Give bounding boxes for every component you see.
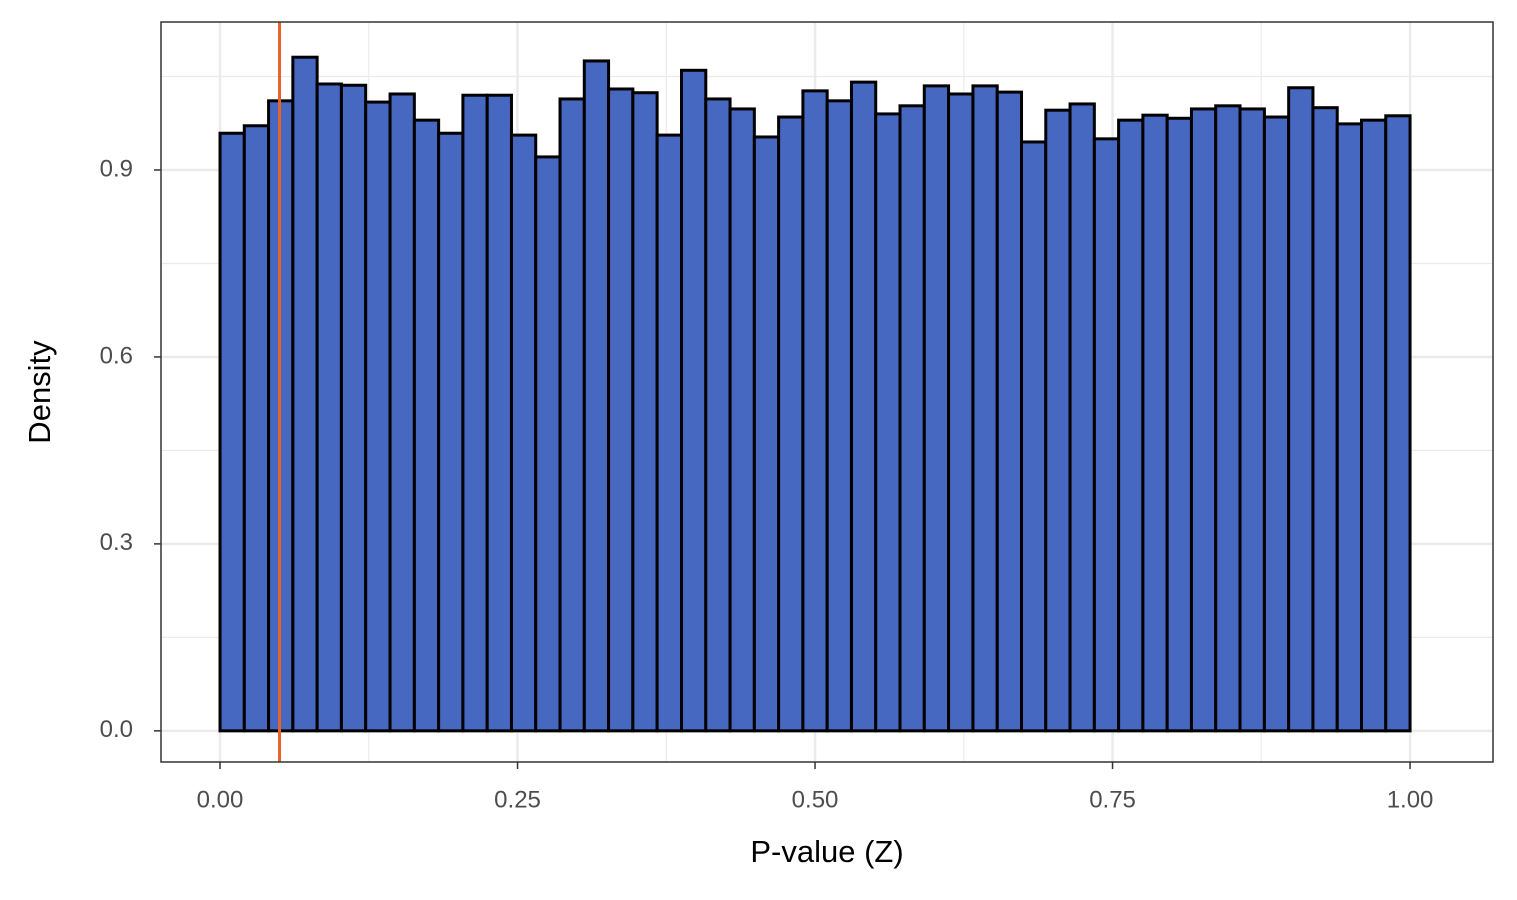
bar [922,84,951,733]
bar [801,89,829,733]
bar [1384,114,1412,733]
x-tick-label: 0.50 [792,786,839,813]
y-tick-label: 0.6 [100,342,133,369]
bar [1311,106,1339,733]
bar [1262,115,1291,733]
x-tick-label: 1.00 [1387,786,1434,813]
bar [971,84,999,733]
bar [509,133,538,733]
bar [461,93,489,733]
bar [704,97,732,733]
x-tick-label: 0.25 [494,786,541,813]
bar [1020,140,1048,733]
bar [995,90,1024,733]
bar [315,82,343,733]
bar [1165,116,1193,733]
y-tick-label: 0.0 [100,716,133,743]
bar [752,135,781,733]
bar [291,55,319,733]
bar [485,93,513,733]
bar [1141,113,1169,733]
x-tick-label: 0.75 [1089,786,1136,813]
bar [242,124,271,733]
bar [728,107,756,733]
bar [898,104,926,733]
y-axis-title: Density [22,340,57,444]
y-tick-label: 0.3 [100,529,133,556]
bar [364,100,392,733]
bar [825,99,853,733]
bar [437,131,465,733]
bar [874,112,902,733]
bar [1238,107,1266,733]
bar [1360,118,1388,733]
bar [655,133,684,733]
bar [607,87,635,733]
bar [1044,108,1072,733]
bar [388,92,416,733]
y-tick-label: 0.9 [100,155,133,182]
bar [1092,137,1121,733]
bar [1117,118,1145,733]
plot-border [160,21,1494,763]
bar [777,115,805,733]
bar [339,83,368,733]
bar [412,118,441,733]
bar [849,80,878,733]
bar [558,97,586,733]
bar [1335,122,1364,733]
bar [218,131,246,733]
bar [680,68,708,733]
bar [1287,86,1315,733]
x-axis-title: P-value (Z) [750,834,903,869]
bar [631,91,659,733]
x-tick-label: 0.00 [197,786,244,813]
bar [1214,104,1242,733]
bar [947,92,975,733]
bar [534,155,562,733]
bar [1189,107,1218,733]
bar [1068,102,1096,733]
bar [582,59,611,733]
